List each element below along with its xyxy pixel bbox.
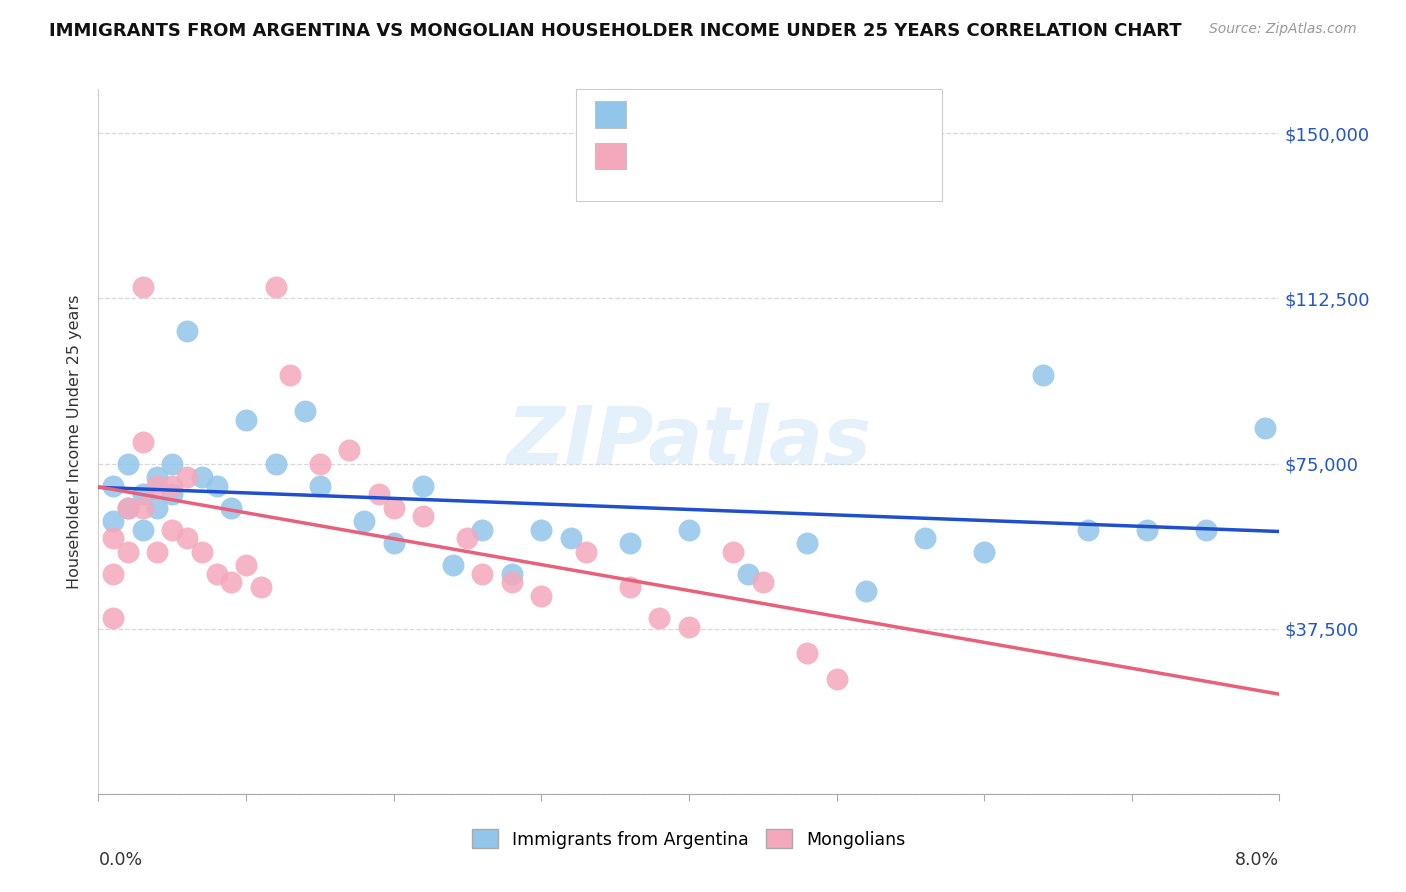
Text: 38: 38 <box>792 104 814 122</box>
Point <box>382 500 405 515</box>
Point <box>619 580 641 594</box>
Point <box>132 523 155 537</box>
Point <box>412 509 434 524</box>
Point <box>973 544 995 558</box>
Text: 0.114: 0.114 <box>679 147 730 165</box>
Point <box>530 523 553 537</box>
Point <box>575 544 598 558</box>
Point <box>176 325 198 339</box>
Point <box>264 280 287 294</box>
Point <box>309 457 332 471</box>
Point <box>146 478 169 492</box>
Point <box>191 544 214 558</box>
Point <box>457 532 479 546</box>
Point <box>146 544 169 558</box>
Point <box>796 646 818 660</box>
Point <box>235 558 257 572</box>
Text: 38: 38 <box>792 147 814 165</box>
Point <box>162 478 183 492</box>
Point <box>162 457 183 471</box>
Point <box>353 514 375 528</box>
Point <box>146 500 169 515</box>
Point <box>117 544 139 558</box>
Point <box>117 500 139 515</box>
Point <box>1254 421 1277 435</box>
Point <box>176 469 198 483</box>
Point <box>752 575 775 590</box>
Point <box>619 536 641 550</box>
Point <box>678 619 700 633</box>
Point <box>176 532 198 546</box>
Point <box>471 566 494 581</box>
Text: IMMIGRANTS FROM ARGENTINA VS MONGOLIAN HOUSEHOLDER INCOME UNDER 25 YEARS CORRELA: IMMIGRANTS FROM ARGENTINA VS MONGOLIAN H… <box>49 22 1182 40</box>
Point <box>191 469 214 483</box>
Point <box>471 523 494 537</box>
Point <box>205 478 228 492</box>
Point <box>103 610 125 624</box>
Point <box>132 487 155 501</box>
Point <box>103 566 125 581</box>
Point <box>560 532 582 546</box>
Point <box>162 487 183 501</box>
Point <box>117 500 139 515</box>
Point <box>1032 368 1054 383</box>
Text: 0.031: 0.031 <box>679 104 730 122</box>
Point <box>132 280 155 294</box>
Text: 0.0%: 0.0% <box>98 851 142 869</box>
Point <box>205 566 228 581</box>
Point <box>132 500 155 515</box>
Point <box>678 523 700 537</box>
Point <box>339 443 361 458</box>
Point <box>412 478 434 492</box>
Text: 8.0%: 8.0% <box>1236 851 1279 869</box>
Point <box>117 457 139 471</box>
Point <box>280 368 302 383</box>
Point <box>441 558 464 572</box>
Point <box>723 544 745 558</box>
Point <box>103 478 125 492</box>
Text: N =: N = <box>752 104 786 122</box>
Y-axis label: Householder Income Under 25 years: Householder Income Under 25 years <box>67 294 83 589</box>
Point <box>825 673 848 687</box>
Legend: Immigrants from Argentina, Mongolians: Immigrants from Argentina, Mongolians <box>465 822 912 855</box>
Point <box>309 478 332 492</box>
Point <box>382 536 405 550</box>
Point <box>737 566 759 581</box>
Point <box>294 403 316 417</box>
Point <box>1195 523 1218 537</box>
Point <box>132 434 155 449</box>
Point <box>530 589 553 603</box>
Point <box>162 523 183 537</box>
Point <box>796 536 818 550</box>
Text: R =: R = <box>637 147 671 165</box>
Point <box>103 532 125 546</box>
Point <box>914 532 936 546</box>
Point <box>648 610 671 624</box>
Point <box>235 412 257 426</box>
Point <box>264 457 287 471</box>
Point <box>501 566 523 581</box>
Point <box>221 500 243 515</box>
Text: Source: ZipAtlas.com: Source: ZipAtlas.com <box>1209 22 1357 37</box>
Point <box>146 469 169 483</box>
Point <box>250 580 273 594</box>
Text: N =: N = <box>752 147 786 165</box>
Point <box>501 575 523 590</box>
Point <box>1077 523 1099 537</box>
Text: R =: R = <box>637 104 671 122</box>
Point <box>1136 523 1159 537</box>
Point <box>368 487 391 501</box>
Point <box>221 575 243 590</box>
Text: ZIPatlas: ZIPatlas <box>506 402 872 481</box>
Point <box>103 514 125 528</box>
Point <box>855 584 877 599</box>
